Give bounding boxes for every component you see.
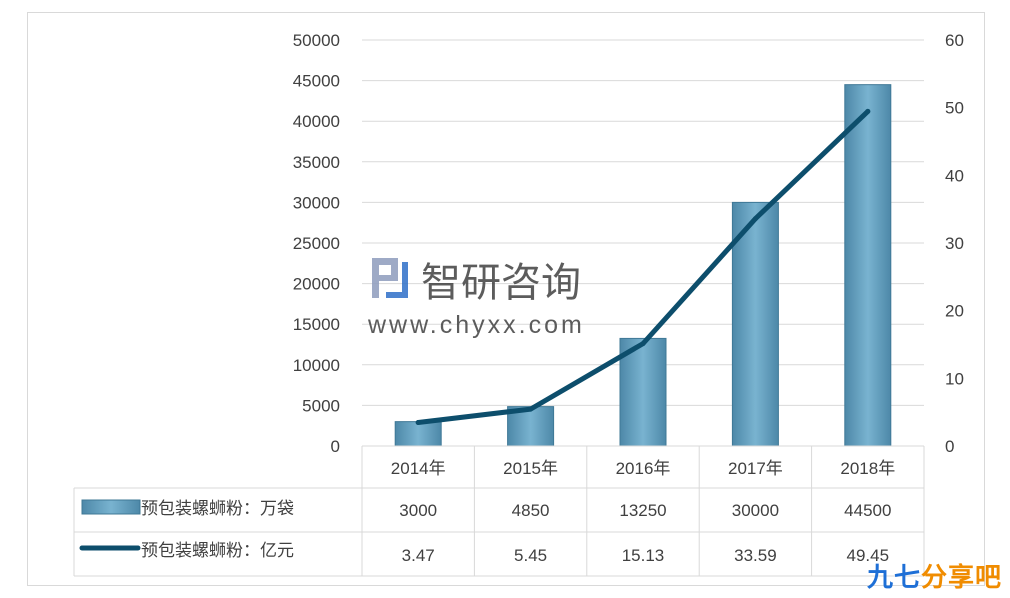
line-value-cell: 3.47 <box>402 546 435 565</box>
category-label: 2015年 <box>503 459 558 478</box>
chart-frame <box>27 12 985 586</box>
line-point-2015年 <box>528 406 534 412</box>
legend-bar-swatch <box>81 499 141 515</box>
brand-badge-part2: 分享吧 <box>920 563 1002 593</box>
line-value-cell: 49.45 <box>847 546 890 565</box>
left-tick-label: 20000 <box>293 275 340 294</box>
category-label: 2017年 <box>728 459 783 478</box>
left-tick-label: 25000 <box>293 234 340 253</box>
left-tick-label: 30000 <box>293 193 340 212</box>
line-point-2014年 <box>415 420 421 426</box>
left-tick-label: 10000 <box>293 356 340 375</box>
watermark-logo-icon <box>372 258 408 298</box>
bar-value-cell: 4850 <box>512 501 550 520</box>
line-value-cell: 15.13 <box>622 546 665 565</box>
left-tick-label: 50000 <box>293 31 340 50</box>
left-tick-label: 15000 <box>293 315 340 334</box>
category-label: 2018年 <box>840 459 895 478</box>
legend-bar-label: 预包装螺蛳粉：万袋 <box>141 499 294 518</box>
right-tick-label: 60 <box>945 31 964 50</box>
left-tick-label: 35000 <box>293 153 340 172</box>
legend-line-label: 预包装螺蛳粉：亿元 <box>141 541 294 560</box>
category-labels: 2014年 2015年 2016年 2017年 2018年 <box>391 459 895 478</box>
right-tick-label: 20 <box>945 302 964 321</box>
right-tick-label: 50 <box>945 99 964 118</box>
brand-badge-part1: 九七 <box>866 563 921 593</box>
left-tick-label: 5000 <box>302 396 340 415</box>
category-label: 2014年 <box>391 459 446 478</box>
line-value-cell: 33.59 <box>734 546 777 565</box>
brand-badge: 九七分享吧 <box>867 557 1002 594</box>
category-label: 2016年 <box>616 459 671 478</box>
bar-value-cell: 3000 <box>399 501 437 520</box>
line-point-2018年 <box>865 108 871 114</box>
right-tick-label: 30 <box>945 234 964 253</box>
bar-value-cell: 44500 <box>844 501 891 520</box>
line-point-2017年 <box>752 216 758 222</box>
left-tick-label: 0 <box>331 437 340 456</box>
bar-2016年 <box>619 337 667 447</box>
bar-2014年 <box>394 421 442 447</box>
watermark: 智研咨询 www.chyxx.com <box>367 258 585 339</box>
watermark-logo-text: 智研咨询 <box>421 261 581 305</box>
bar-2018年 <box>844 84 892 447</box>
line-value-cell: 5.45 <box>514 546 547 565</box>
right-axis-ticks: 0 10 20 30 40 50 60 <box>945 31 964 456</box>
right-tick-label: 40 <box>945 166 964 185</box>
bar-value-cell: 13250 <box>619 501 666 520</box>
bar-2017年 <box>731 201 779 447</box>
left-axis-ticks: 0 5000 10000 15000 20000 25000 30000 35000 40000… <box>293 31 340 456</box>
watermark-url: www.chyxx.com <box>367 311 585 339</box>
left-tick-label: 45000 <box>293 72 340 91</box>
legend-line-entry: 预包装螺蛳粉：亿元 <box>79 541 294 560</box>
left-tick-label: 40000 <box>293 112 340 131</box>
right-tick-label: 0 <box>945 437 954 456</box>
line-point-2016年 <box>640 341 646 347</box>
data-table: 3000 4850 13250 30000 44500 3.47 5.45 15.13 33.5… <box>73 445 925 577</box>
bar-value-cell: 30000 <box>732 501 779 520</box>
legend-bar-entry: 预包装螺蛳粉：万袋 <box>81 499 294 518</box>
right-tick-label: 10 <box>945 369 964 388</box>
